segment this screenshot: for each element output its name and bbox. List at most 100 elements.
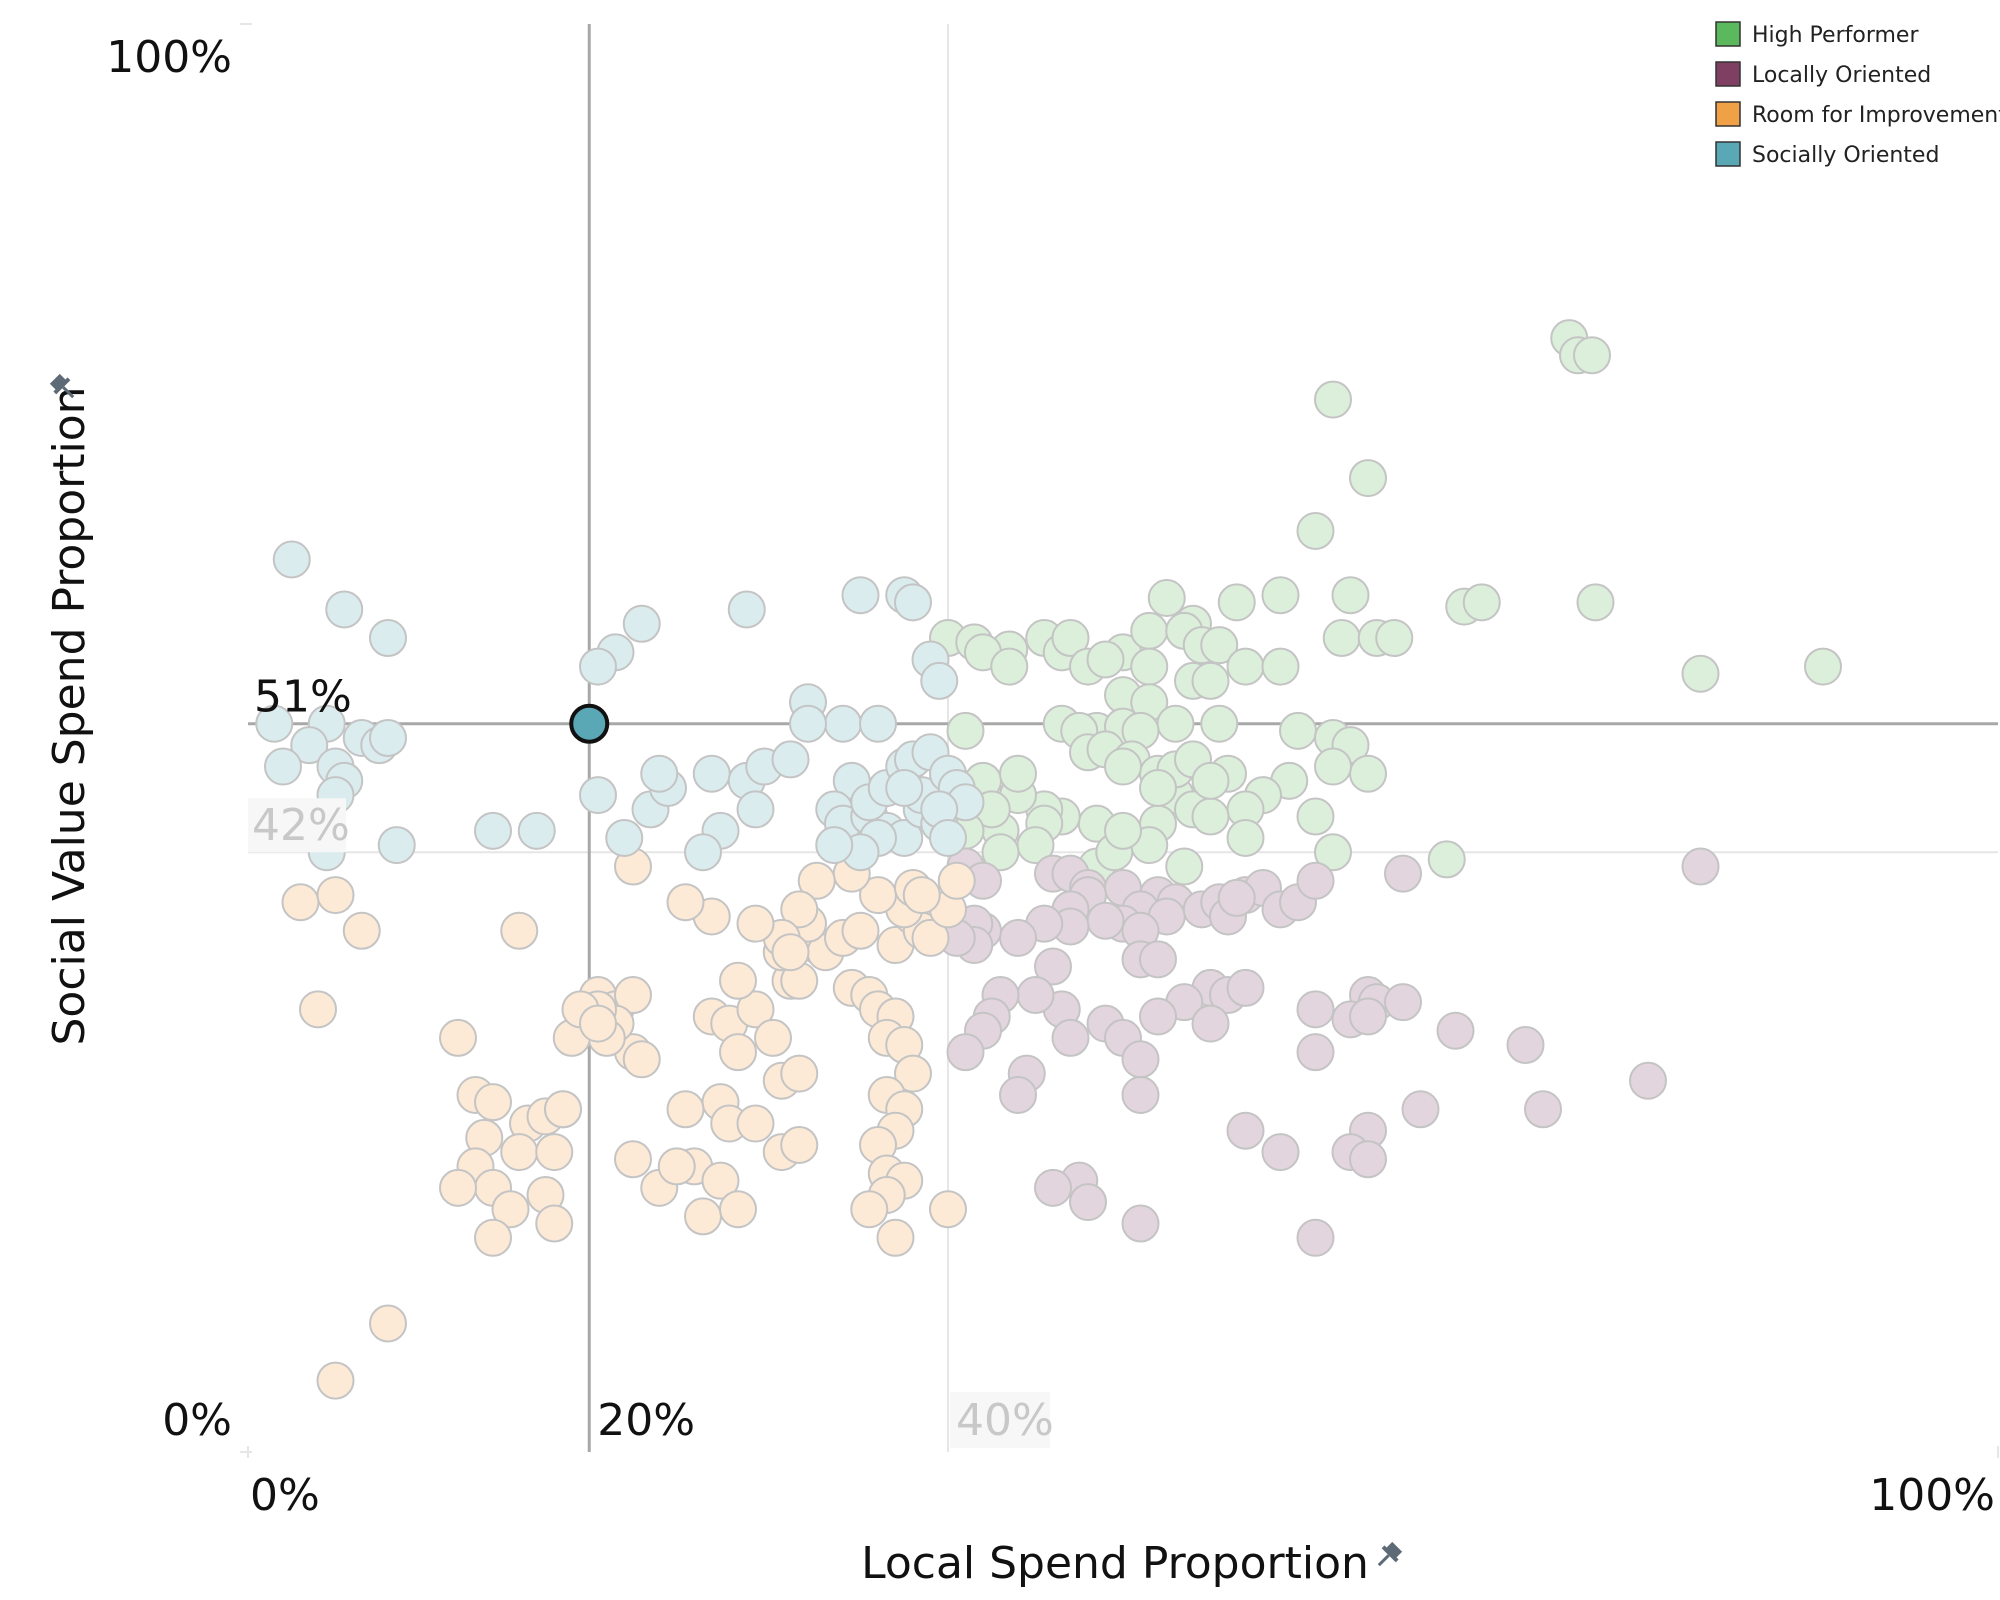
point-socially-oriented-15[interactable]: [264, 747, 302, 786]
point-high-performer-17[interactable]: [1804, 647, 1842, 686]
point-room-for-improvement-17[interactable]: [439, 1168, 477, 1207]
point-locally-oriented-35[interactable]: [1139, 940, 1177, 979]
legend-swatch-room-for-improvement[interactable]: [1715, 101, 1741, 127]
legend-label-room-for-improvement[interactable]: Room for Improvement: [1752, 103, 2000, 128]
point-room-for-improvement-26[interactable]: [622, 1040, 661, 1079]
point-socially-oriented-24[interactable]: [517, 811, 556, 850]
point-high-performer-12[interactable]: [1217, 583, 1256, 622]
point-room-for-improvement-99[interactable]: [544, 1090, 582, 1129]
point-locally-oriented-28[interactable]: [999, 918, 1037, 957]
point-room-for-improvement-7[interactable]: [474, 1083, 512, 1122]
point-locally-oriented-68[interactable]: [1261, 1133, 1300, 1172]
point-high-performer-33[interactable]: [1086, 640, 1125, 679]
point-room-for-improvement-65[interactable]: [894, 1054, 932, 1093]
point-locally-oriented-1[interactable]: [1384, 854, 1422, 893]
point-room-for-improvement-75[interactable]: [876, 1218, 915, 1257]
point-room-for-improvement-81[interactable]: [657, 1147, 696, 1186]
point-socially-oriented-10[interactable]: [255, 704, 294, 743]
point-room-for-improvement-4[interactable]: [299, 990, 337, 1029]
point-socially-oriented-30[interactable]: [692, 754, 731, 793]
point-socially-oriented-29[interactable]: [640, 754, 679, 793]
point-room-for-improvement-50[interactable]: [911, 918, 950, 957]
point-locally-oriented-39[interactable]: [1296, 990, 1335, 1029]
point-socially-oriented-8[interactable]: [622, 604, 661, 643]
point-room-for-improvement-13[interactable]: [535, 1133, 574, 1172]
point-locally-oriented-57[interactable]: [999, 1076, 1037, 1114]
point-socially-oriented-65[interactable]: [929, 818, 967, 857]
point-high-performer-3[interactable]: [1314, 380, 1352, 419]
point-high-performer-34[interactable]: [1130, 647, 1169, 686]
point-high-performer-67[interactable]: [946, 711, 985, 750]
point-socially-oriented-7[interactable]: [894, 583, 932, 622]
point-high-performer-8[interactable]: [1576, 583, 1615, 622]
highlighted-point[interactable]: [569, 703, 610, 744]
point-locally-oriented-51[interactable]: [1051, 1018, 1090, 1057]
point-socially-oriented-19[interactable]: [369, 719, 407, 757]
point-high-performer-23[interactable]: [1051, 619, 1090, 658]
point-high-performer-11[interactable]: [1147, 579, 1186, 618]
point-room-for-improvement-21[interactable]: [369, 1304, 407, 1343]
y-axis-pin-icon[interactable]: [48, 372, 81, 405]
point-locally-oriented-25[interactable]: [1086, 901, 1125, 940]
point-socially-oriented-36[interactable]: [859, 704, 897, 743]
point-high-performer-43[interactable]: [1156, 704, 1195, 743]
point-high-performer-7[interactable]: [1331, 576, 1370, 615]
point-room-for-improvement-3[interactable]: [500, 911, 539, 950]
point-room-for-improvement-85[interactable]: [780, 1125, 819, 1164]
point-room-for-improvement-29[interactable]: [719, 1033, 757, 1072]
point-locally-oriented-44[interactable]: [1139, 997, 1177, 1036]
point-room-for-improvement-33[interactable]: [666, 1090, 705, 1129]
point-socially-oriented-26[interactable]: [605, 818, 644, 857]
point-high-performer-83[interactable]: [1427, 840, 1466, 879]
point-high-performer-16[interactable]: [1375, 619, 1414, 658]
point-locally-oriented-63[interactable]: [1506, 1026, 1545, 1065]
point-high-performer-31[interactable]: [1261, 647, 1300, 686]
point-locally-oriented-70[interactable]: [1349, 1140, 1387, 1179]
point-socially-oriented-37[interactable]: [789, 704, 827, 743]
point-socially-oriented-25[interactable]: [579, 776, 617, 815]
point-room-for-improvement-39[interactable]: [754, 1018, 792, 1057]
point-high-performer-48[interactable]: [1349, 754, 1387, 793]
point-high-performer-18[interactable]: [1681, 654, 1720, 693]
point-room-for-improvement-5[interactable]: [439, 1018, 477, 1057]
point-socially-oriented-5[interactable]: [841, 576, 880, 615]
point-socially-oriented-0[interactable]: [272, 540, 311, 579]
point-room-for-improvement-97[interactable]: [666, 883, 705, 922]
point-room-for-improvement-74[interactable]: [929, 1190, 967, 1229]
x-axis-pin-icon[interactable]: [1372, 1540, 1405, 1573]
point-socially-oriented-61[interactable]: [684, 833, 722, 872]
point-socially-oriented-22[interactable]: [377, 826, 416, 865]
point-room-for-improvement-2[interactable]: [342, 911, 381, 950]
point-room-for-improvement-36[interactable]: [736, 1104, 775, 1143]
point-high-performer-88[interactable]: [1104, 811, 1142, 850]
point-high-performer-44[interactable]: [1200, 704, 1239, 743]
point-high-performer-56[interactable]: [1191, 797, 1230, 836]
point-high-performer-26[interactable]: [1130, 611, 1169, 650]
point-socially-oriented-2[interactable]: [369, 619, 407, 658]
point-locally-oriented-76[interactable]: [1296, 1218, 1335, 1257]
point-high-performer-45[interactable]: [1279, 711, 1317, 750]
point-socially-oriented-35[interactable]: [824, 704, 862, 743]
point-high-performer-84[interactable]: [1165, 847, 1204, 886]
point-high-performer-4[interactable]: [1349, 459, 1387, 498]
point-locally-oriented-73[interactable]: [1034, 1168, 1072, 1207]
point-locally-oriented-58[interactable]: [1121, 1076, 1160, 1114]
point-socially-oriented-63[interactable]: [920, 661, 959, 700]
point-high-performer-81[interactable]: [1296, 797, 1335, 836]
point-high-performer-80[interactable]: [1226, 818, 1265, 857]
point-room-for-improvement-94[interactable]: [736, 904, 775, 943]
point-room-for-improvement-78[interactable]: [902, 876, 941, 915]
point-room-for-improvement-19[interactable]: [535, 1204, 574, 1243]
point-room-for-improvement-12[interactable]: [500, 1133, 539, 1172]
point-locally-oriented-62[interactable]: [1436, 1011, 1475, 1050]
point-locally-oriented-74[interactable]: [1069, 1183, 1107, 1222]
legend-label-locally-oriented[interactable]: Locally Oriented: [1752, 63, 1931, 88]
point-high-performer-30[interactable]: [1226, 647, 1265, 686]
point-socially-oriented-4[interactable]: [727, 590, 766, 629]
point-locally-oriented-59[interactable]: [1296, 1033, 1335, 1072]
point-locally-oriented-33[interactable]: [1034, 947, 1072, 986]
legend-swatch-socially-oriented[interactable]: [1715, 141, 1741, 167]
point-socially-oriented-57[interactable]: [885, 768, 924, 807]
point-locally-oriented-75[interactable]: [1121, 1204, 1160, 1243]
point-high-performer-49[interactable]: [1314, 747, 1352, 786]
